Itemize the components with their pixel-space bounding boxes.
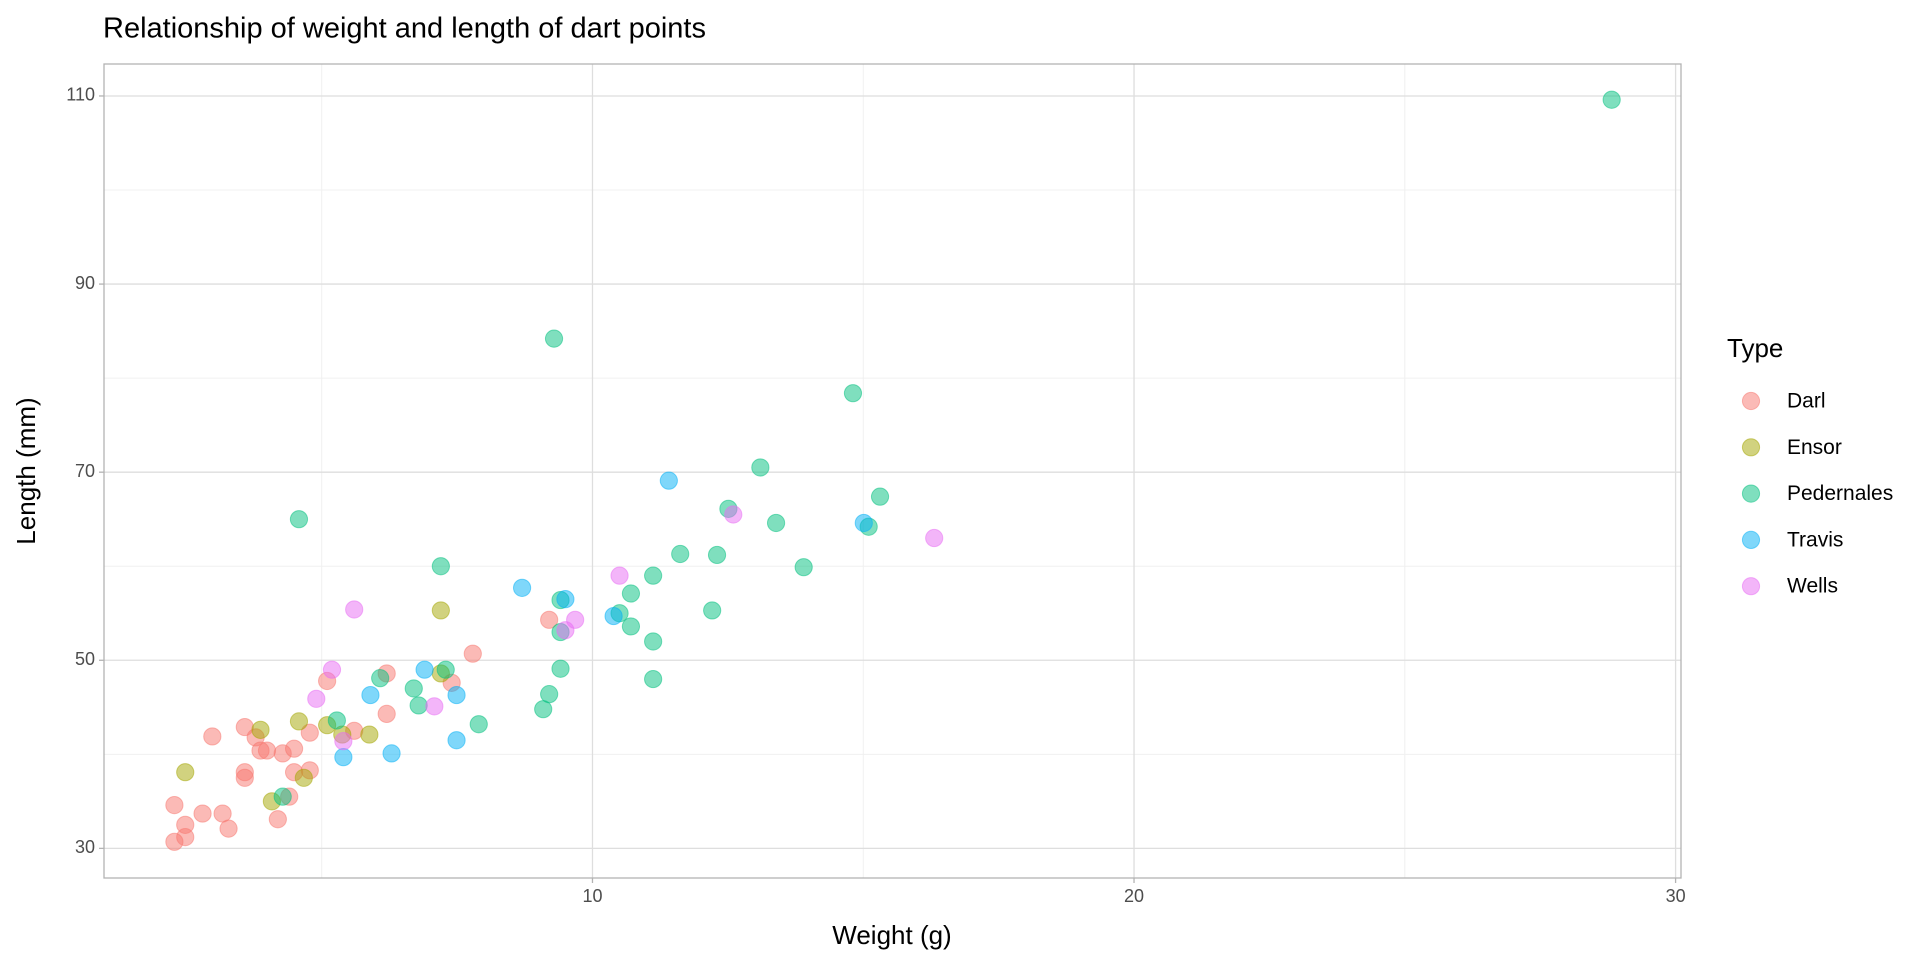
x-axis-title: Weight (g) <box>832 920 951 950</box>
data-point <box>870 487 890 506</box>
data-point <box>404 679 423 698</box>
data-point <box>165 832 184 851</box>
data-point <box>176 815 195 834</box>
data-point <box>300 723 319 742</box>
data-point <box>289 510 309 529</box>
data-point <box>794 558 813 577</box>
data-point <box>925 528 944 548</box>
data-point <box>724 505 743 524</box>
x-tick-label: 10 <box>582 886 602 906</box>
data-point <box>307 689 326 708</box>
data-point <box>431 557 450 576</box>
legend-title: Type <box>1727 333 1783 363</box>
data-point <box>566 610 585 629</box>
y-tick-label: 30 <box>75 837 95 857</box>
data-point <box>843 384 863 403</box>
data-point <box>322 660 342 679</box>
data-point <box>268 810 287 829</box>
data-point <box>284 739 304 758</box>
data-point <box>251 720 270 739</box>
data-point <box>644 669 663 689</box>
data-point <box>289 712 309 731</box>
data-point <box>415 660 434 679</box>
data-point <box>294 768 313 787</box>
data-point <box>193 804 212 823</box>
panel-border <box>103 63 1682 879</box>
data-point <box>447 685 466 705</box>
data-point <box>671 544 690 564</box>
data-point <box>431 601 450 620</box>
data-point <box>469 715 488 734</box>
data-point <box>203 727 222 746</box>
data-point <box>327 711 346 730</box>
data-point <box>360 725 379 744</box>
data-point <box>436 660 455 679</box>
data-point <box>854 513 873 533</box>
data-point <box>644 566 663 585</box>
data-point <box>235 768 254 787</box>
data-point <box>703 601 722 620</box>
x-tick-label: 20 <box>1124 886 1144 906</box>
data-point <box>621 584 641 603</box>
data-point <box>540 610 559 629</box>
data-point <box>345 600 364 619</box>
legend-label: Wells <box>1787 575 1838 598</box>
legend-marker <box>1741 438 1761 457</box>
data-point <box>551 659 570 678</box>
data-point <box>751 458 770 477</box>
data-point <box>377 704 396 723</box>
data-point <box>604 606 623 626</box>
legend-marker <box>1741 484 1761 503</box>
legend-marker <box>1741 391 1761 411</box>
data-point <box>334 748 353 767</box>
y-tick-label: 110 <box>66 85 95 105</box>
data-point <box>273 787 292 806</box>
legend-label: Pedernales <box>1787 482 1893 505</box>
data-point <box>621 617 641 636</box>
data-point <box>257 741 277 760</box>
data-point <box>544 329 564 348</box>
legend-marker <box>1741 530 1761 550</box>
data-point <box>447 731 466 750</box>
data-point <box>165 796 184 815</box>
y-axis-title: Length (mm) <box>11 397 41 544</box>
data-point <box>409 696 428 715</box>
chart-title: Relationship of weight and length of dar… <box>103 13 706 45</box>
y-tick-label: 90 <box>75 273 95 293</box>
legend-label: Darl <box>1787 390 1826 413</box>
data-point <box>176 763 195 782</box>
data-point <box>556 590 575 609</box>
data-point <box>425 697 444 716</box>
data-point <box>659 471 678 490</box>
legend-marker <box>1741 577 1761 596</box>
data-point <box>371 669 390 688</box>
y-tick-label: 50 <box>75 649 95 669</box>
data-point <box>644 632 663 651</box>
legend-label: Travis <box>1787 528 1843 551</box>
data-point <box>540 685 559 704</box>
data-point <box>766 513 786 533</box>
data-point <box>219 819 238 838</box>
data-point <box>361 685 380 705</box>
data-point <box>334 732 353 751</box>
x-tick-label: 30 <box>1666 886 1686 906</box>
data-point <box>707 545 727 565</box>
data-point <box>382 744 401 763</box>
data-point <box>610 566 629 585</box>
data-point <box>512 578 532 597</box>
data-point <box>1602 90 1621 109</box>
legend-label: Ensor <box>1787 436 1842 459</box>
y-tick-label: 70 <box>75 461 95 481</box>
data-point <box>463 644 482 663</box>
